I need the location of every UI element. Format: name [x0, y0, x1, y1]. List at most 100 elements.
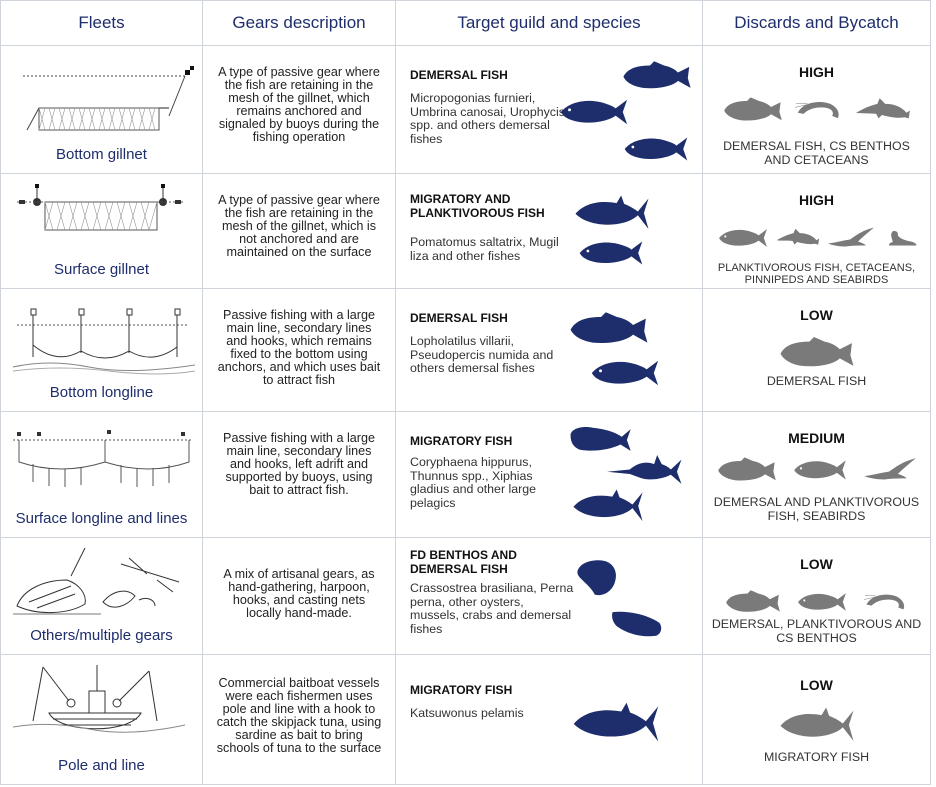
dolphin-icon	[776, 223, 820, 253]
shrimp-icon	[793, 96, 845, 124]
fish-icon	[788, 456, 852, 484]
bycatch-text: MIGRATORY FISH	[763, 750, 870, 764]
bycatch-icons	[711, 450, 922, 490]
target-species: Micropogonias furnieri, Umbrina canosai,…	[410, 91, 565, 146]
target-guild: MIGRATORY FISH	[410, 683, 513, 697]
target-guild: DEMERSAL FISH	[410, 68, 508, 82]
fleet-name: Surface longline and lines	[15, 510, 188, 527]
fleet-name: Bottom gillnet	[56, 146, 147, 163]
mussel-icon	[610, 608, 664, 640]
bycatch-text: DEMERSAL, PLANKTIVOROUS AND CS BENTHOS	[711, 617, 922, 645]
target-cell: FD BENTHOS AND DEMERSAL FISH Crassostrea…	[395, 537, 703, 655]
bycatch-level: MEDIUM	[788, 430, 845, 446]
gear-description: A type of passive gear where the fish ar…	[218, 193, 380, 259]
fish-icon	[716, 225, 770, 251]
target-cell: MIGRATORY FISH Coryphaena hippurus, Thun…	[395, 411, 703, 538]
bycatch-cell: MEDIUM DEMERSAL AND PLANKTIVOROUS FISH, …	[702, 411, 931, 538]
surface-gillnet-illustration	[17, 184, 185, 231]
gear-description: Commercial baitboat vessels were each fi…	[216, 676, 382, 755]
gear-description: A mix of artisanal gears, as hand-gather…	[223, 567, 375, 620]
target-fish-icons	[566, 180, 696, 282]
surface-longline-illustration	[13, 430, 191, 487]
grouper-icon	[775, 334, 859, 372]
target-guild: FD BENTHOS AND DEMERSAL FISH	[410, 548, 517, 576]
fleet-name: Others/multiple gears	[30, 627, 173, 644]
target-species: Crassostrea brasiliana, Perna perna, oth…	[410, 581, 574, 636]
fleet-cell: Pole and line	[0, 654, 203, 785]
target-species: Katsuwonus pelamis	[410, 706, 524, 720]
fleet-name: Bottom longline	[49, 384, 154, 401]
bycatch-level: LOW	[800, 677, 833, 693]
oyster-icon	[574, 556, 626, 600]
swordfish-icon	[594, 452, 696, 490]
seabird-icon	[862, 453, 918, 487]
bycatch-cell: LOW DEMERSAL FISH	[702, 288, 931, 412]
header-fleets: Fleets	[0, 0, 203, 46]
target-guild: MIGRATORY FISH	[410, 434, 513, 448]
table-row: Surface longline and lines Passive fishi…	[0, 411, 931, 538]
grouper-icon	[723, 95, 783, 125]
bycatch-text: PLANKTIVOROUS FISH, CETACEANS, PINNIPEDS…	[717, 262, 916, 286]
header-discards-bycatch: Discards and Bycatch	[702, 0, 931, 46]
mullet-icon	[566, 236, 656, 270]
bottom-gillnet-illustration	[23, 66, 194, 131]
table-row: Others/multiple gears A mix of artisanal…	[0, 537, 931, 655]
dolphin-icon	[855, 94, 911, 126]
bycatch-cell: LOW DEMERSAL, PLANKTIVOROUS AND CS BENTH…	[702, 537, 931, 655]
table-row: Bottom longline Passive fishing with a l…	[0, 288, 931, 412]
skipjack-tuna-icon	[566, 701, 666, 745]
fleet-cell: Surface gillnet	[0, 173, 203, 289]
table-row: Pole and line Commercial baitboat vessel…	[0, 654, 931, 785]
bycatch-cell: HIGH PLANKTIVOROUS FISH, CETACEANS, PINN…	[702, 173, 931, 289]
artisanal-gears-illustration	[13, 547, 180, 615]
grouper-icon	[724, 588, 782, 616]
fleet-cell: Bottom longline	[0, 288, 203, 412]
grouper-icon	[716, 455, 778, 485]
target-fish-icons	[566, 295, 696, 405]
fleet-cell: Others/multiple gears	[0, 537, 203, 655]
bycatch-cell: LOW MIGRATORY FISH	[702, 654, 931, 785]
gear-cell: A mix of artisanal gears, as hand-gather…	[202, 537, 396, 655]
target-species: Pomatomus saltatrix, Mugil liza and othe…	[410, 235, 559, 263]
gear-cell: Passive fishing with a large main line, …	[202, 411, 396, 538]
gear-description: Passive fishing with a large main line, …	[217, 308, 381, 387]
fish-icon	[792, 589, 852, 615]
gear-cell: A type of passive gear where the fish ar…	[202, 173, 396, 289]
bycatch-icons	[711, 218, 922, 258]
header-target-guild: Target guild and species	[395, 0, 703, 46]
grouper-icon	[622, 58, 692, 94]
pole-and-line-illustration	[12, 665, 186, 733]
bycatch-level: HIGH	[799, 192, 834, 208]
bycatch-level: LOW	[800, 307, 833, 323]
bycatch-text: DEMERSAL FISH, CS BENTHOS AND CETACEANS	[723, 139, 910, 167]
header-gears-description: Gears description	[202, 0, 396, 46]
target-cell: DEMERSAL FISH Micropogonias furnieri, Um…	[395, 45, 703, 174]
target-cell: MIGRATORY FISH Katsuwonus pelamis	[395, 654, 703, 785]
target-fish-icons	[566, 661, 696, 778]
bycatch-text: DEMERSAL FISH	[766, 374, 867, 388]
bycatch-level: HIGH	[799, 64, 834, 80]
gear-description: Passive fishing with a large main line, …	[223, 431, 375, 497]
target-guild: MIGRATORY AND PLANKTIVOROUS FISH	[410, 192, 545, 220]
target-species: Coryphaena hippurus, Thunnus spp., Xiphi…	[410, 455, 537, 510]
bycatch-icons	[711, 90, 922, 130]
bottom-longline-illustration	[12, 308, 195, 375]
tilefish-icon	[566, 309, 652, 349]
fleet-cell: Surface longline and lines	[0, 411, 203, 538]
target-fish-icons	[566, 544, 696, 648]
bycatch-icons	[711, 333, 922, 373]
target-fish-icons	[566, 52, 696, 167]
gear-cell: Passive fishing with a large main line, …	[202, 288, 396, 412]
tuna-icon	[775, 706, 859, 744]
bluefish-icon	[566, 194, 658, 232]
seabird-icon	[826, 223, 876, 253]
sandperch-icon	[582, 355, 668, 391]
fish-icon	[558, 94, 630, 130]
bycatch-icons	[711, 582, 922, 622]
tuna-icon	[566, 488, 650, 524]
gear-description: A type of passive gear where the fish ar…	[218, 65, 380, 144]
target-cell: DEMERSAL FISH Lopholatilus villarii, Pse…	[395, 288, 703, 412]
target-species: Lopholatilus villarii, Pseudopercis numi…	[410, 334, 554, 375]
gear-cell: Commercial baitboat vessels were each fi…	[202, 654, 396, 785]
